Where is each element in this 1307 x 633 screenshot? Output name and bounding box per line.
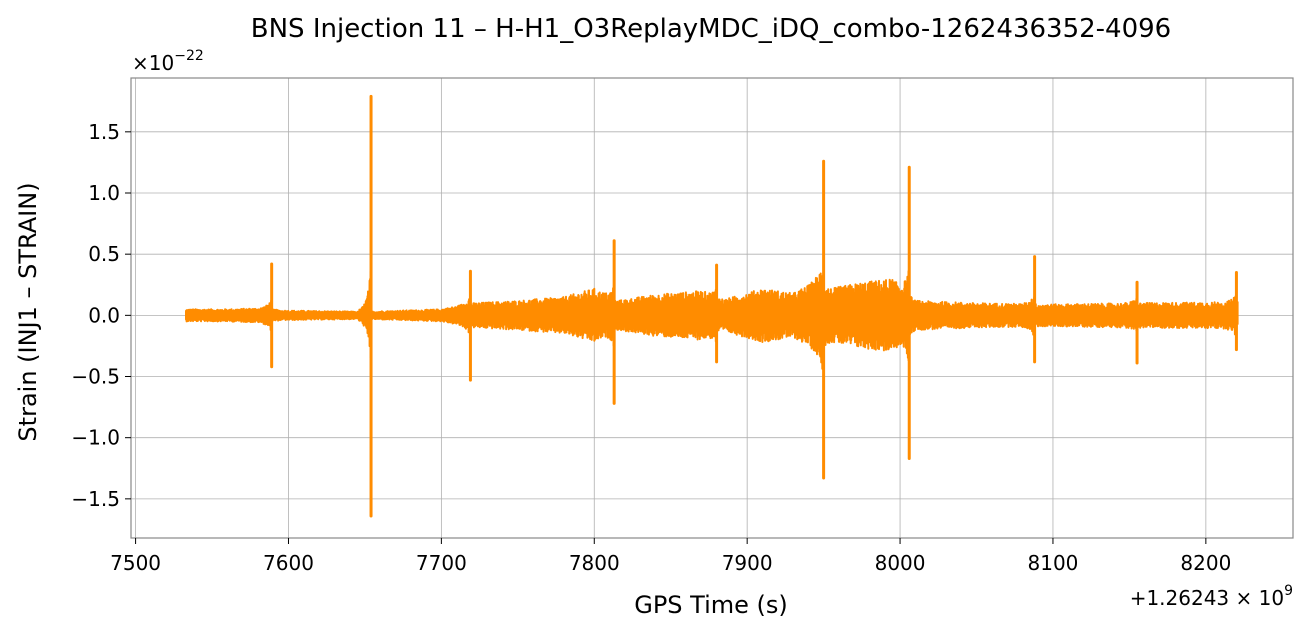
- strain-band: [185, 264, 1239, 370]
- x-tick-label: 8200: [1180, 551, 1231, 575]
- plot-frame: [130, 77, 1294, 539]
- x-tick-label: 8100: [1028, 551, 1079, 575]
- y-tick-label: 0.5: [88, 242, 120, 266]
- chart-title: BNS Injection 11 – H-H1_O3ReplayMDC_iDQ_…: [251, 14, 1171, 44]
- y-tick-label: −1.0: [71, 426, 120, 450]
- x-tick-label: 7900: [722, 551, 773, 575]
- x-ticks: 7500 7600 7700 7800 7900 8000 8100 8200: [110, 538, 1231, 575]
- axes: [130, 77, 1294, 539]
- x-tick-label: 8000: [875, 551, 926, 575]
- x-offset-label: +1.26243 × 109: [1130, 583, 1293, 610]
- y-tick-label: 1.0: [88, 181, 120, 205]
- y-ticks: −1.5 −1.0 −0.5 0.0 0.5 1.0 1.5: [71, 120, 131, 511]
- x-tick-label: 7800: [569, 551, 620, 575]
- y-tick-label: −0.5: [71, 365, 120, 389]
- y-tick-label: −1.5: [71, 487, 120, 511]
- y-tick-label: 1.5: [88, 120, 120, 144]
- x-tick-label: 7700: [416, 551, 467, 575]
- y-scale-label: ×10−22: [132, 48, 204, 75]
- y-axis-label: Strain (INJ1 – STRAIN): [14, 182, 42, 441]
- x-tick-label: 7600: [263, 551, 314, 575]
- y-tick-label: 0.0: [88, 303, 120, 327]
- x-axis-label: GPS Time (s): [634, 591, 788, 619]
- x-tick-label: 7500: [110, 551, 161, 575]
- series-strain: [185, 94, 1239, 518]
